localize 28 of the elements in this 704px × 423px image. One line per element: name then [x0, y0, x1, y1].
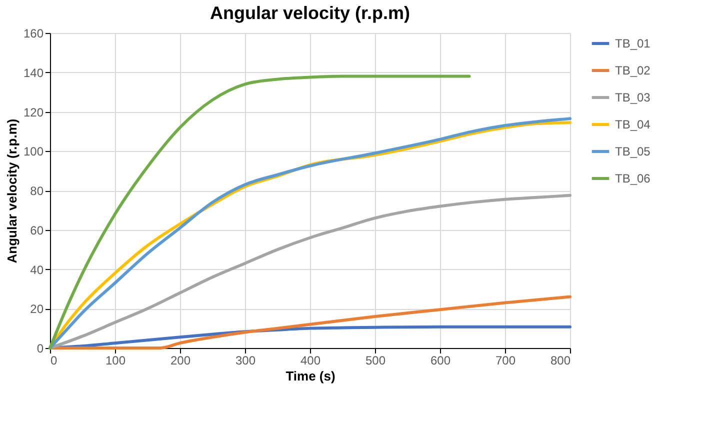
- x-axis-title: Time (s): [286, 368, 336, 384]
- y-tick-label: 0: [36, 342, 44, 356]
- legend-label: TB_01: [615, 36, 651, 50]
- y-tick-label: 160: [23, 26, 44, 40]
- line-series: [48, 74, 471, 350]
- x-tick-label: 100: [105, 354, 126, 368]
- legend-label: TB_04: [615, 118, 651, 132]
- legend-label: TB_05: [615, 144, 651, 158]
- legend-label: TB_06: [615, 172, 651, 186]
- x-tick-label: 500: [365, 354, 386, 368]
- legend-label: TB_03: [615, 90, 651, 104]
- chart-title: Angular velocity (r.p.m): [210, 3, 410, 23]
- y-tick-label: 60: [30, 223, 44, 238]
- y-axis-title: Angular velocity (r.p.m): [4, 118, 20, 264]
- x-tick-label: 600: [430, 354, 451, 368]
- y-tick-label: 80: [30, 184, 44, 198]
- y-tick-label: 20: [30, 302, 44, 316]
- x-tick-label: 300: [235, 354, 256, 368]
- x-tick-label: 800: [550, 354, 571, 368]
- x-tick-label: 0: [50, 354, 58, 368]
- legend-label: TB_02: [615, 64, 651, 78]
- y-tick-label: 100: [23, 144, 44, 159]
- x-tick-label: 400: [300, 354, 321, 368]
- x-tick-label: 200: [170, 354, 191, 368]
- y-tick-label: 120: [23, 105, 44, 120]
- y-tick-label: 140: [23, 66, 44, 80]
- y-tick-label: 40: [30, 262, 44, 277]
- x-tick-label: 700: [495, 354, 516, 368]
